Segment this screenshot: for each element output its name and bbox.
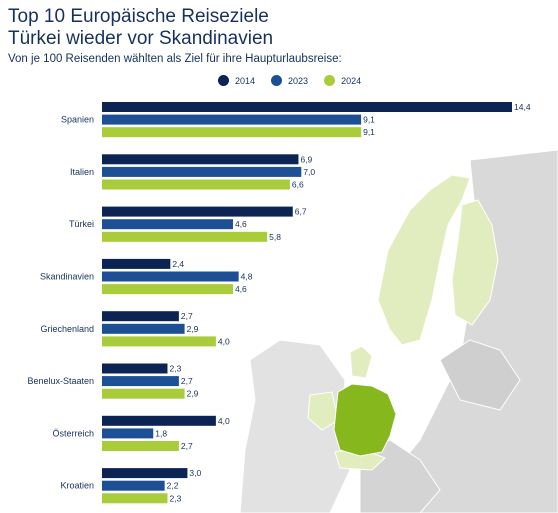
data-label: 9,1 [363,127,375,137]
legend-item-2023: 2023 [271,75,308,86]
bar-2014 [102,415,216,426]
map-land-scandinavia [307,174,499,431]
map-region-west [239,339,351,513]
bar-2023 [102,271,239,282]
data-label: 4,6 [235,219,247,229]
data-label: 4,6 [235,284,247,294]
chart-legend: 2014 2023 2024 [218,75,361,86]
bar-2024 [102,127,362,138]
data-label: 2,7 [181,311,193,321]
data-label: 1,8 [155,428,167,438]
legend-label-2023: 2023 [288,75,309,86]
data-label: 9,1 [363,115,375,125]
data-label: 6,6 [292,180,304,190]
data-label: 2,4 [172,259,184,269]
legend-swatch-2014 [218,75,229,86]
map-region-baltic [439,339,521,411]
category-label: Kroatien [60,481,94,491]
bar-2014 [102,468,188,479]
bar-2014 [102,363,168,374]
legend-item-2014: 2014 [218,75,255,86]
chart-title: Top 10 Europäische Reiseziele [8,6,269,27]
bar-2024 [102,493,168,504]
data-label: 4,0 [218,416,230,426]
data-label: 6,9 [300,154,312,164]
bar-2023 [102,219,233,230]
category-label: Spanien [61,115,94,125]
legend-label-2014: 2014 [235,75,256,86]
map-region-finland [451,199,499,326]
data-label: 2,9 [187,324,199,334]
category-label: Türkei [69,219,94,229]
data-label: 3,0 [189,468,201,478]
data-label: 4,8 [241,272,253,282]
data-label: 4,0 [218,336,230,346]
chart-subtitle-headline: Türkei wieder vor Skandinavien [8,28,274,49]
bar-2014 [102,206,293,217]
bar-2023 [102,376,179,387]
bar-2023 [102,428,154,439]
data-label: 14,4 [514,102,531,112]
bar-2023 [102,114,362,125]
bar-2014 [102,102,512,112]
legend-item-2024: 2024 [324,75,361,86]
category-label: Skandinavien [40,272,94,282]
bar-2024 [102,284,233,295]
data-label: 2,7 [181,441,193,451]
map-region-norway-sweden [377,174,471,346]
bar-2024 [102,441,179,451]
legend-swatch-2023 [271,75,283,86]
bar-2023 [102,480,165,491]
bar-2023 [102,166,302,177]
category-label: Österreich [52,428,94,438]
data-label: 2,3 [169,364,181,374]
bar-2014 [102,258,171,269]
data-label: 2,7 [181,376,193,386]
data-label: 2,2 [167,481,179,491]
category-label: Griechenland [40,324,94,334]
map-germany [333,383,397,457]
data-label: 7,0 [303,167,315,177]
data-label: 5,8 [269,232,281,242]
map-land-grey [239,149,558,513]
data-label: 6,7 [295,207,307,217]
bar-2024 [102,388,185,399]
category-label: Benelux-Staaten [27,376,94,386]
data-label: 2,3 [169,493,181,503]
bar-2024 [102,179,290,190]
map-region-benelux [307,391,339,431]
bar-2014 [102,154,299,165]
bar-2014 [102,311,179,322]
bar-2024 [102,336,216,347]
bar-2024 [102,231,268,242]
data-label: 2,9 [187,389,199,399]
legend-swatch-2024 [324,75,336,86]
legend-label-2024: 2024 [341,75,362,86]
chart-description: Von je 100 Reisenden wählten als Ziel fü… [8,53,342,65]
bar-2023 [102,323,185,334]
map-region-denmark [349,345,373,379]
category-label: Italien [70,167,94,177]
